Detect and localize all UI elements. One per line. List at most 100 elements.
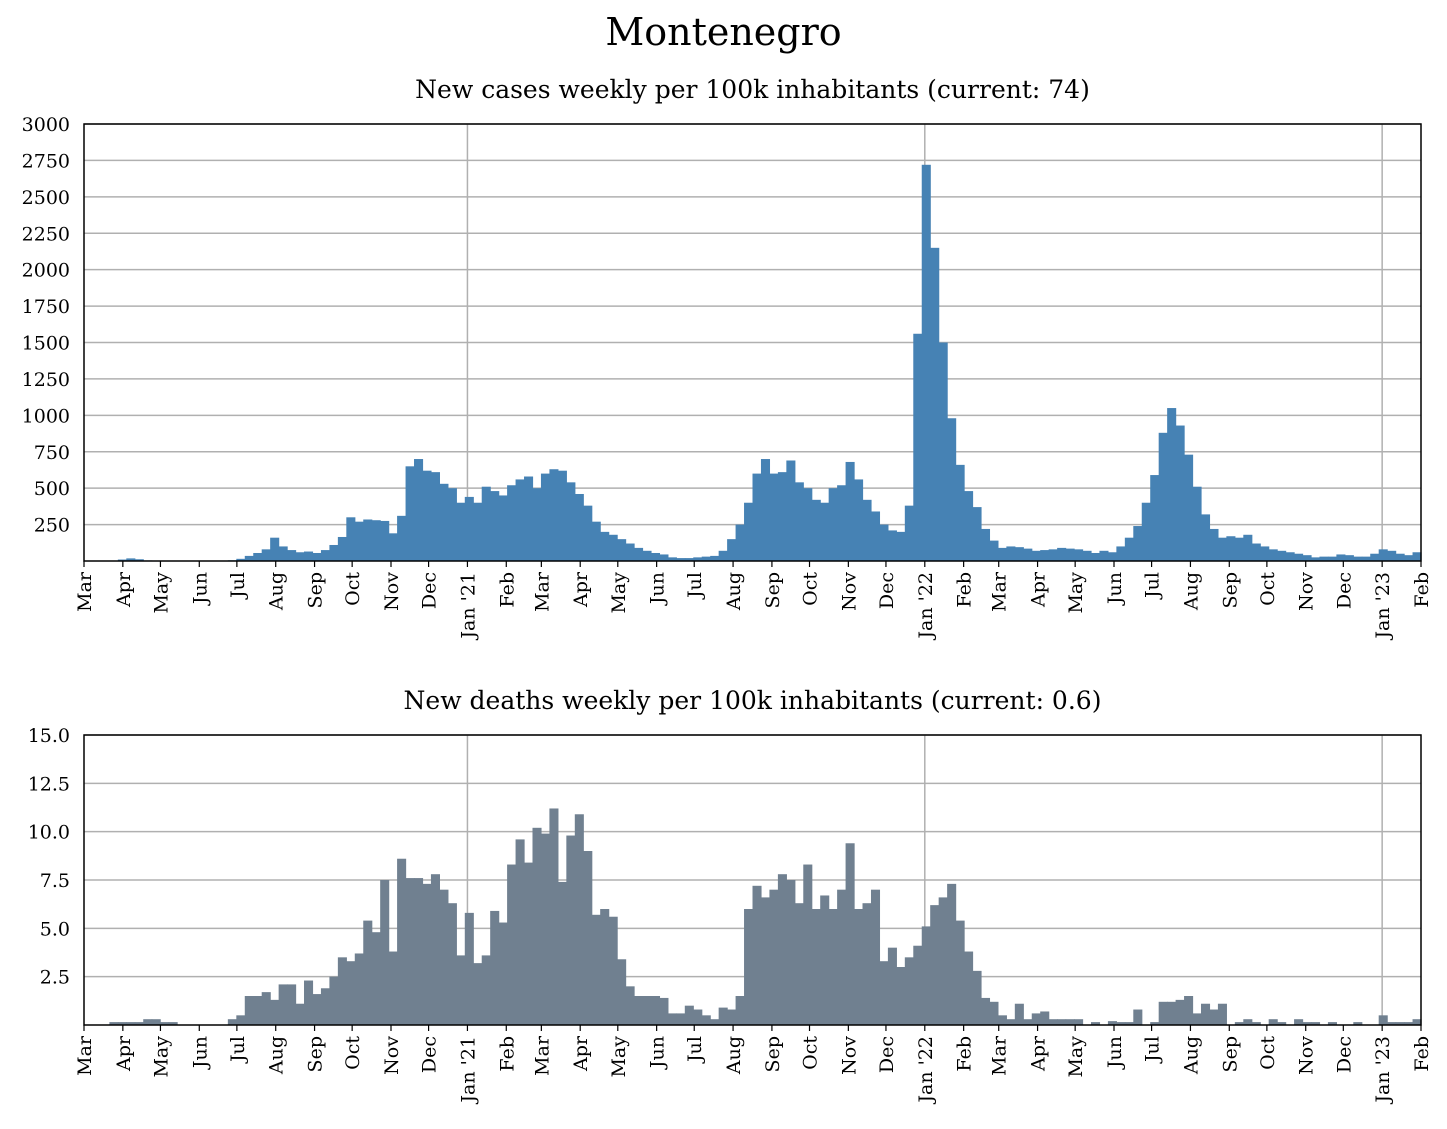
bar — [1167, 408, 1177, 561]
bar — [1302, 1022, 1312, 1025]
x-tick-label: Apr — [113, 1035, 135, 1072]
bar — [904, 957, 914, 1025]
bar — [667, 557, 677, 561]
bar — [1150, 1022, 1160, 1025]
bar — [456, 955, 466, 1025]
bar — [904, 505, 914, 561]
bar — [236, 558, 246, 561]
bar — [1251, 543, 1261, 561]
x-tick-label: Jul — [684, 1036, 706, 1064]
bar — [921, 926, 931, 1025]
x-tick-label: Jan '23 — [1372, 572, 1394, 641]
x-tick-label: Mar — [74, 571, 96, 612]
x-tick-label: Feb — [1411, 572, 1433, 608]
bar — [777, 874, 787, 1025]
bar — [600, 531, 610, 561]
bar — [1040, 550, 1050, 561]
x-tick-label: Nov — [838, 1036, 860, 1075]
y-tick-label: 3000 — [22, 114, 70, 136]
bar — [625, 986, 635, 1025]
bar — [1268, 1019, 1278, 1025]
bar — [1412, 1019, 1422, 1025]
bar — [439, 889, 449, 1025]
bar — [650, 552, 661, 561]
x-tick-label: Jan '22 — [915, 1036, 937, 1105]
bar — [168, 1022, 178, 1025]
bar — [1200, 1003, 1211, 1025]
bar — [1378, 1015, 1388, 1025]
bar — [515, 479, 525, 561]
y-tick-label: 2500 — [22, 187, 70, 209]
bar — [261, 992, 271, 1025]
bar — [524, 476, 534, 561]
bar — [684, 1005, 694, 1025]
x-tick-label: Apr — [1028, 1035, 1050, 1072]
x-tick-label: Feb — [954, 1036, 976, 1072]
bar — [1031, 1013, 1041, 1025]
x-tick-label: May — [150, 1036, 172, 1078]
bar — [710, 555, 720, 561]
bar — [498, 495, 508, 561]
bar — [921, 164, 931, 562]
x-tick-label: Mar — [74, 1035, 96, 1076]
x-tick-label: Mar — [531, 571, 553, 612]
bar — [134, 559, 144, 561]
bar — [422, 883, 432, 1025]
bar — [794, 482, 804, 561]
bar — [693, 1009, 703, 1025]
bar — [1192, 486, 1202, 561]
bar — [1031, 550, 1041, 561]
bar — [887, 947, 897, 1025]
bar — [397, 858, 407, 1025]
bar — [253, 996, 263, 1025]
bar — [608, 916, 618, 1025]
bar — [752, 885, 762, 1025]
y-tick-label: 2750 — [22, 150, 70, 172]
x-tick-label: Jun — [647, 1036, 669, 1070]
bar — [1184, 454, 1194, 561]
bar — [1116, 546, 1126, 561]
x-tick-label: Nov — [1296, 572, 1318, 611]
bar — [608, 534, 618, 561]
bar — [540, 473, 551, 561]
bar — [304, 980, 314, 1025]
bar — [1065, 1019, 1075, 1025]
bar — [1387, 1022, 1397, 1025]
bar — [760, 459, 771, 561]
bar — [634, 547, 644, 561]
bar — [1133, 526, 1143, 561]
bar — [803, 864, 813, 1025]
x-tick-label: Jul — [1142, 572, 1164, 600]
bar — [388, 951, 398, 1025]
bar — [1277, 550, 1287, 561]
bar — [1141, 502, 1151, 561]
x-tick-label: Apr — [113, 571, 135, 608]
bar — [1310, 557, 1321, 561]
bar — [837, 485, 847, 561]
plot-frame — [83, 734, 1422, 1026]
bar — [980, 528, 991, 561]
x-tick-label: Dec — [1333, 1036, 1355, 1073]
x-tick-label: Feb — [496, 1036, 518, 1072]
x-tick-label: Jul — [684, 572, 706, 600]
bar — [337, 957, 347, 1025]
bar — [1404, 1022, 1414, 1025]
y-tick-label: 12.5 — [28, 773, 70, 795]
x-tick-label: Aug — [723, 1036, 745, 1075]
plot-frame — [83, 123, 1422, 562]
bar — [659, 997, 669, 1025]
bar — [1048, 1019, 1058, 1025]
bar — [134, 1022, 144, 1025]
bar — [913, 945, 923, 1025]
bar — [490, 910, 500, 1025]
bar — [371, 932, 381, 1025]
bar — [287, 550, 297, 561]
x-tick-label: Apr — [1028, 571, 1050, 608]
bar — [1074, 549, 1084, 561]
bar — [1116, 1022, 1126, 1025]
bar — [1124, 1022, 1134, 1025]
bar — [574, 814, 584, 1025]
x-tick-label: Jan '23 — [1372, 1036, 1394, 1105]
bar — [650, 996, 661, 1025]
bar — [1277, 1022, 1287, 1025]
